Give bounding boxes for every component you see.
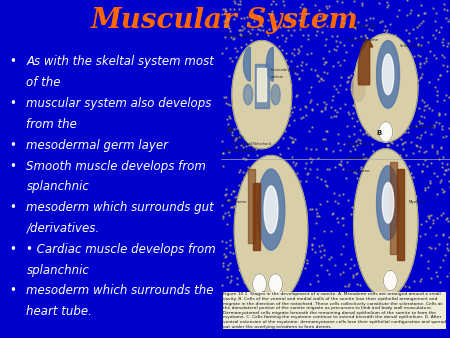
Polygon shape bbox=[255, 64, 269, 108]
Text: •: • bbox=[9, 243, 16, 256]
Text: Muscular System: Muscular System bbox=[91, 7, 359, 34]
Text: C: C bbox=[227, 292, 233, 298]
Polygon shape bbox=[234, 155, 308, 304]
Polygon shape bbox=[243, 47, 250, 81]
Text: heart tube.: heart tube. bbox=[27, 305, 92, 318]
Text: •: • bbox=[9, 97, 16, 110]
Text: Dermomyotome: Dermomyotome bbox=[347, 38, 379, 42]
Text: Figure 10.1  Stages in the development of a somite. A. Mesoderm cells are arrang: Figure 10.1 Stages in the development of… bbox=[223, 292, 446, 329]
Polygon shape bbox=[257, 169, 285, 250]
Polygon shape bbox=[397, 169, 404, 260]
Polygon shape bbox=[248, 169, 255, 243]
Text: Notochord: Notochord bbox=[252, 142, 271, 146]
Polygon shape bbox=[271, 84, 280, 105]
Polygon shape bbox=[232, 41, 292, 149]
Text: mesoderm which surrounds the: mesoderm which surrounds the bbox=[27, 285, 214, 297]
Text: Sclerotome: Sclerotome bbox=[400, 44, 422, 48]
Text: Smooth muscle develops from: Smooth muscle develops from bbox=[27, 160, 207, 172]
Text: Neural tube: Neural tube bbox=[347, 142, 370, 146]
Text: Dorsal aorta: Dorsal aorta bbox=[411, 125, 435, 129]
Text: mesodermal germ layer: mesodermal germ layer bbox=[27, 139, 168, 152]
Polygon shape bbox=[351, 74, 365, 101]
Polygon shape bbox=[269, 274, 283, 294]
Text: •: • bbox=[9, 285, 16, 297]
Text: coelom: coelom bbox=[271, 75, 284, 79]
Text: from the: from the bbox=[27, 118, 77, 131]
Text: muscular system also develops: muscular system also develops bbox=[27, 97, 212, 110]
Text: Sclerotome: Sclerotome bbox=[347, 156, 369, 160]
Polygon shape bbox=[358, 41, 373, 85]
Text: Neural groove: Neural groove bbox=[227, 34, 256, 38]
Polygon shape bbox=[379, 122, 392, 142]
Text: • Cardiac muscle develops from: • Cardiac muscle develops from bbox=[27, 243, 216, 256]
Text: As with the skeltal system most: As with the skeltal system most bbox=[27, 55, 214, 68]
Polygon shape bbox=[264, 186, 278, 233]
Text: •: • bbox=[9, 55, 16, 68]
Text: Intraembryonic: Intraembryonic bbox=[271, 68, 298, 72]
Text: •: • bbox=[9, 201, 16, 214]
Polygon shape bbox=[243, 84, 252, 105]
Text: B: B bbox=[377, 130, 382, 136]
Polygon shape bbox=[382, 183, 394, 223]
Text: •: • bbox=[9, 160, 16, 172]
Text: •: • bbox=[9, 139, 16, 152]
Polygon shape bbox=[383, 270, 397, 291]
Text: Ventral: Ventral bbox=[232, 136, 245, 140]
Text: splanchnic: splanchnic bbox=[27, 264, 90, 276]
Text: /derivatives.: /derivatives. bbox=[27, 222, 99, 235]
Polygon shape bbox=[252, 274, 266, 294]
Polygon shape bbox=[252, 183, 260, 250]
Polygon shape bbox=[377, 166, 400, 240]
Text: Myotome: Myotome bbox=[409, 200, 427, 204]
Text: splanchnic: splanchnic bbox=[27, 180, 90, 193]
Polygon shape bbox=[390, 162, 397, 254]
Polygon shape bbox=[354, 149, 418, 297]
Text: Neural tube: Neural tube bbox=[354, 24, 377, 28]
Polygon shape bbox=[257, 68, 266, 101]
Polygon shape bbox=[377, 41, 400, 108]
Text: A: A bbox=[227, 127, 233, 133]
Text: D: D bbox=[351, 292, 357, 298]
Text: Dermomyotome: Dermomyotome bbox=[225, 149, 257, 153]
Polygon shape bbox=[382, 54, 394, 95]
Text: Dorsal aorta: Dorsal aorta bbox=[262, 291, 286, 295]
Text: mesoderm which surrounds gut: mesoderm which surrounds gut bbox=[27, 201, 214, 214]
Polygon shape bbox=[266, 47, 273, 81]
Text: somite wall: somite wall bbox=[232, 142, 252, 146]
Polygon shape bbox=[354, 34, 418, 142]
Text: of the: of the bbox=[27, 76, 61, 89]
Text: Dermotome: Dermotome bbox=[347, 169, 370, 173]
Text: Sclerotome: Sclerotome bbox=[225, 200, 248, 204]
